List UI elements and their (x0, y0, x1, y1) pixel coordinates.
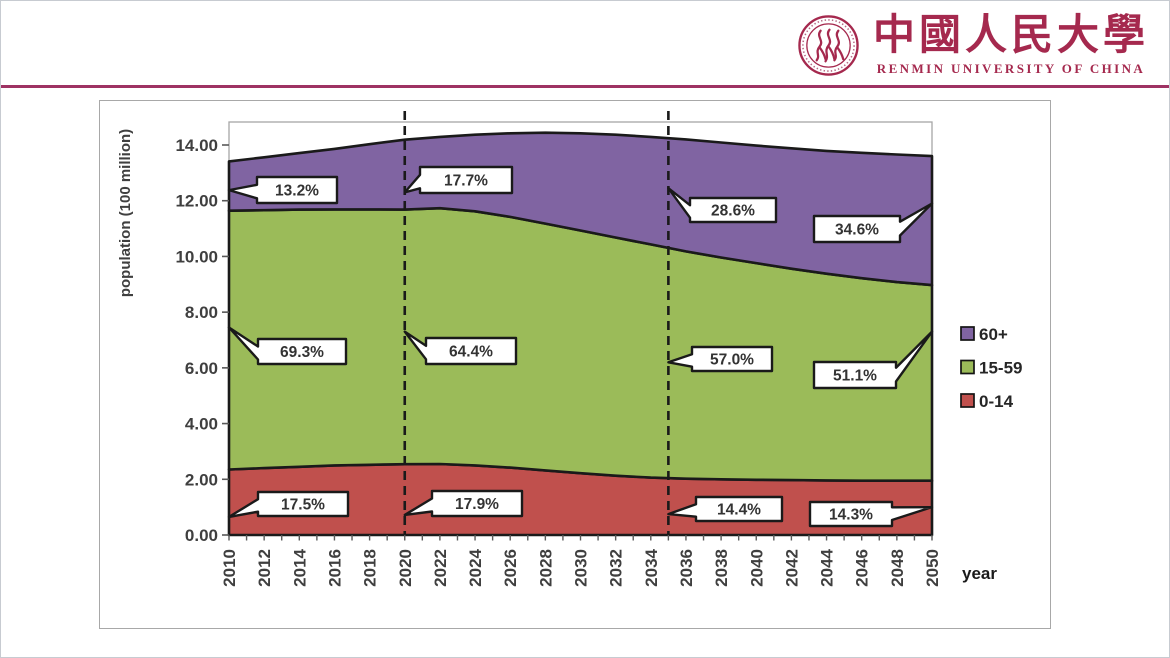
callout-57.0%: 57.0% (667, 345, 774, 373)
x-tick-label: 2032 (607, 549, 626, 587)
x-tick-label: 2050 (923, 549, 942, 587)
callout-label: 64.4% (449, 344, 493, 361)
callout-label: 17.7% (444, 173, 488, 190)
x-axis-title: year (962, 564, 997, 583)
y-tick-label: 0.00 (185, 526, 218, 545)
x-tick-label: 2046 (853, 549, 872, 587)
y-tick-label: 2.00 (185, 470, 218, 489)
university-name-chinese: 中國人民大學 (872, 13, 1149, 59)
x-tick-label: 2026 (501, 549, 520, 587)
university-name-english: RENMIN UNIVERSITY OF CHINA (876, 61, 1146, 77)
callout-51.1%: 51.1% (812, 330, 934, 390)
callout-label: 34.6% (835, 222, 879, 239)
callout-69.3%: 69.3% (227, 326, 348, 366)
callout-14.3%: 14.3% (808, 500, 934, 528)
y-tick-label: 4.00 (185, 415, 218, 434)
x-tick-label: 2044 (818, 548, 837, 586)
x-tick-label: 2048 (888, 549, 907, 587)
callout-17.9%: 17.9% (403, 489, 524, 518)
callout-64.4%: 64.4% (403, 330, 518, 366)
legend-label-15-59: 15-59 (979, 359, 1022, 378)
callout-label: 17.5% (281, 497, 325, 514)
callout-label: 51.1% (833, 368, 877, 385)
area-60+ (227, 131, 934, 287)
callout-34.6%: 34.6% (812, 202, 934, 244)
university-seal-icon (798, 15, 859, 76)
x-tick-label: 2024 (466, 548, 485, 586)
x-tick-label: 2040 (747, 549, 766, 587)
legend-swatch-60+ (960, 326, 975, 341)
x-tick-label: 2016 (325, 549, 344, 587)
x-tick-label: 2042 (782, 549, 801, 587)
x-tick-label: 2030 (572, 549, 591, 587)
callout-28.6%: 28.6% (667, 186, 778, 224)
callout-17.7%: 17.7% (403, 165, 514, 195)
legend-label-60+: 60+ (979, 325, 1008, 344)
x-tick-label: 2012 (255, 549, 274, 587)
callout-label: 57.0% (710, 352, 754, 369)
callout-label: 14.4% (717, 502, 761, 519)
callout-17.5%: 17.5% (227, 490, 350, 519)
x-tick-label: 2014 (290, 548, 309, 586)
three-people-glyph (815, 28, 845, 63)
legend-swatch-15-59 (960, 359, 975, 375)
legend: 60+ 15-59 0-14 (960, 325, 1022, 411)
university-logo: 中國人民大學 RENMIN UNIVERSITY OF CHINA (797, 14, 1149, 77)
chart-container: 0.00 2.00 4.00 6.00 8.00 10.00 12.00 14.00 2010 2… (99, 100, 1051, 629)
x-tick-label: 2038 (712, 549, 731, 587)
x-tick-label: 2018 (361, 549, 380, 587)
x-tick-label: 2028 (536, 549, 555, 587)
callout-14.4%: 14.4% (667, 495, 784, 523)
x-tick-label: 2034 (642, 548, 661, 586)
legend-item-0-14: 0-14 (960, 392, 1014, 411)
x-tick-label: 2020 (396, 549, 415, 587)
legend-item-60+: 60+ (960, 325, 1008, 344)
legend-item-15-59: 15-59 (960, 359, 1022, 378)
x-axis: 2010 2012 2014 2016 2018 2020 2022 2024 2026 2028… (220, 535, 942, 587)
x-tick-label: 2010 (220, 549, 239, 587)
callout-label: 28.6% (711, 203, 755, 220)
y-tick-label: 6.00 (185, 359, 218, 378)
y-tick-label: 14.00 (175, 136, 218, 155)
legend-label-0-14: 0-14 (979, 392, 1014, 411)
y-tick-label: 8.00 (185, 303, 218, 322)
callout-label: 13.2% (275, 183, 319, 200)
header-divider (1, 85, 1169, 88)
callout-label: 14.3% (829, 507, 873, 524)
legend-swatch-0-14 (960, 393, 975, 408)
x-tick-label: 2036 (677, 549, 696, 587)
x-tick-label: 2022 (431, 549, 450, 587)
y-axis: 0.00 2.00 4.00 6.00 8.00 10.00 12.00 14.00 (175, 136, 229, 545)
callout-label: 69.3% (280, 344, 324, 361)
y-tick-label: 10.00 (175, 247, 218, 266)
y-axis-title: population (100 million) (117, 129, 134, 297)
callout-13.2%: 13.2% (227, 175, 339, 205)
y-tick-label: 12.00 (175, 192, 218, 211)
callout-label: 17.9% (455, 496, 499, 513)
